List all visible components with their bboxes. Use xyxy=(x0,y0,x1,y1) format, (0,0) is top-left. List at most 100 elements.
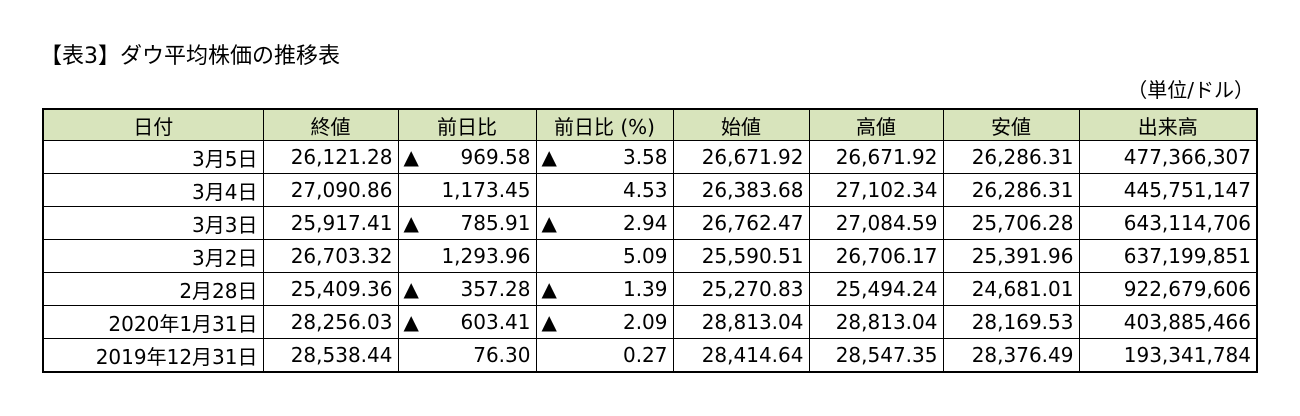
cell: 25,590.51 xyxy=(672,239,810,273)
date-cell: 3月4日 xyxy=(42,173,264,207)
down-sign: ▲ xyxy=(403,145,419,169)
date-cell: 2020年1月31日 xyxy=(42,305,264,339)
down-sign: ▲ xyxy=(541,211,557,235)
down-sign: ▲ xyxy=(541,145,557,169)
row: 3月2日 26,703.32 1,293.96 5.09 25,590.51 26,706… xyxy=(42,239,1258,273)
cell: 25,494.24 xyxy=(808,272,944,306)
header-cell: 安値 xyxy=(942,108,1080,141)
header-row: 日付 終値 前日比 前日比 (%) 始値 高値 安値 出来高 xyxy=(42,108,1258,141)
cell: 27,090.86 xyxy=(262,173,399,207)
header-cell: 始値 xyxy=(672,108,810,141)
cell: 403,885,466 xyxy=(1078,305,1258,339)
down-sign: ▲ xyxy=(541,310,557,334)
down-sign: ▲ xyxy=(403,277,419,301)
cell: ▲ 3.58 xyxy=(535,140,674,174)
cell-value: 2.94 xyxy=(622,211,668,235)
cell: 26,706.17 xyxy=(808,239,944,273)
cell: 28,256.03 xyxy=(262,305,399,339)
cell-value: 3.58 xyxy=(622,145,668,169)
cell-value: 785.91 xyxy=(460,211,531,235)
cell-content: ▲ 3.58 xyxy=(542,145,668,169)
cell-content: ▲ 2.94 xyxy=(542,211,668,235)
row: 2020年1月31日 28,256.03 ▲ 603.41 ▲ 2.09 28,813.04… xyxy=(42,305,1258,339)
cell: ▲ 1.39 xyxy=(535,272,674,306)
date-cell: 2019年12月31日 xyxy=(42,338,264,373)
cell: 28,538.44 xyxy=(262,338,399,373)
down-sign: ▲ xyxy=(403,310,419,334)
cell: 5.09 xyxy=(535,239,674,273)
cell: 1,293.96 xyxy=(397,239,537,273)
row: 2019年12月31日 28,538.44 76.30 0.27 28,414.64 28… xyxy=(42,338,1258,373)
header-cell: 日付 xyxy=(42,108,264,141)
cell: 28,547.35 xyxy=(808,338,944,373)
cell: ▲ 603.41 xyxy=(397,305,537,339)
header-cell: 前日比 xyxy=(397,108,537,141)
cell: 28,813.04 xyxy=(672,305,810,339)
cell: 26,703.32 xyxy=(262,239,399,273)
row: 2月28日 25,409.36 ▲ 357.28 ▲ 1.39 25,270.83 25,49… xyxy=(42,272,1258,306)
cell: 26,383.68 xyxy=(672,173,810,207)
row: 3月4日 27,090.86 1,173.45 4.53 26,383.68 27,102… xyxy=(42,173,1258,207)
cell: ▲ 969.58 xyxy=(397,140,537,174)
cell: 25,706.28 xyxy=(942,206,1080,240)
header-cell: 出来高 xyxy=(1078,108,1258,141)
cell: 637,199,851 xyxy=(1078,239,1258,273)
cell: 26,671.92 xyxy=(808,140,944,174)
row: 3月3日 25,917.41 ▲ 785.91 ▲ 2.94 26,762.47 27,084… xyxy=(42,206,1258,240)
cell: 24,681.01 xyxy=(942,272,1080,306)
cell: 26,286.31 xyxy=(942,140,1080,174)
cell: 28,813.04 xyxy=(808,305,944,339)
cell: 4.53 xyxy=(535,173,674,207)
cell: 445,751,147 xyxy=(1078,173,1258,207)
down-sign: ▲ xyxy=(541,277,557,301)
cell: 76.30 xyxy=(397,338,537,373)
cell-content: ▲ 1.39 xyxy=(542,277,668,301)
cell: ▲ 2.94 xyxy=(535,206,674,240)
cell-value: 2.09 xyxy=(622,310,668,334)
unit-label: （単位/ドル） xyxy=(1127,78,1254,102)
cell: ▲ 785.91 xyxy=(397,206,537,240)
cell: 25,391.96 xyxy=(942,239,1080,273)
cell: 25,409.36 xyxy=(262,272,399,306)
date-cell: 2月28日 xyxy=(42,272,264,306)
cell: 1,173.45 xyxy=(397,173,537,207)
cell: ▲ 357.28 xyxy=(397,272,537,306)
cell: 25,917.41 xyxy=(262,206,399,240)
date-cell: 3月3日 xyxy=(42,206,264,240)
cell-content: ▲ 969.58 xyxy=(404,145,531,169)
cell: 643,114,706 xyxy=(1078,206,1258,240)
row: 3月5日 26,121.28 ▲ 969.58 ▲ 3.58 26,671.92 26,671… xyxy=(42,140,1258,174)
title: 【表3】ダウ平均株価の推移表 xyxy=(40,44,340,69)
cell-value: 603.41 xyxy=(460,310,531,334)
cell: 28,414.64 xyxy=(672,338,810,373)
cell: 477,366,307 xyxy=(1078,140,1258,174)
cell-value: 357.28 xyxy=(460,277,531,301)
cell-content: ▲ 2.09 xyxy=(542,310,668,334)
cell: 26,286.31 xyxy=(942,173,1080,207)
cell: 26,671.92 xyxy=(672,140,810,174)
cell: 26,762.47 xyxy=(672,206,810,240)
date-cell: 3月5日 xyxy=(42,140,264,174)
cell-content: ▲ 357.28 xyxy=(404,277,531,301)
cell: 25,270.83 xyxy=(672,272,810,306)
cell: 27,084.59 xyxy=(808,206,944,240)
cell: 193,341,784 xyxy=(1078,338,1258,373)
header-cell: 高値 xyxy=(808,108,944,141)
down-sign: ▲ xyxy=(403,211,419,235)
cell: 28,376.49 xyxy=(942,338,1080,373)
header-cell: 終値 xyxy=(262,108,399,141)
cell: 28,169.53 xyxy=(942,305,1080,339)
cell-content: ▲ 785.91 xyxy=(404,211,531,235)
cell: 922,679,606 xyxy=(1078,272,1258,306)
cell: 26,121.28 xyxy=(262,140,399,174)
cell-content: ▲ 603.41 xyxy=(404,310,531,334)
cell-value: 1.39 xyxy=(622,277,668,301)
date-cell: 3月2日 xyxy=(42,239,264,273)
cell-value: 969.58 xyxy=(460,145,531,169)
cell: 27,102.34 xyxy=(808,173,944,207)
cell: 0.27 xyxy=(535,338,674,373)
cell: ▲ 2.09 xyxy=(535,305,674,339)
table: 日付 終値 前日比 前日比 (%) 始値 高値 安値 出来高 3月5日 26,121.28 ▲ 969… xyxy=(42,108,1258,373)
header-cell: 前日比 (%) xyxy=(535,108,674,141)
